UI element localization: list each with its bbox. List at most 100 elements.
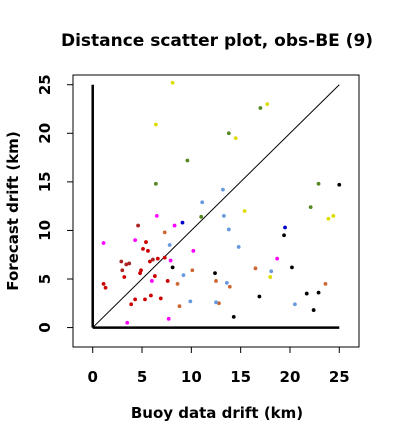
data-point: [138, 271, 142, 276]
data-point: [233, 136, 238, 141]
data-point: [153, 122, 158, 127]
data-point: [120, 268, 125, 273]
data-point: [144, 240, 148, 244]
data-point: [224, 280, 229, 285]
data-point: [269, 269, 274, 274]
x-tick-label: 25: [329, 368, 350, 386]
data-point: [185, 158, 190, 163]
data-point: [326, 216, 331, 221]
data-point: [153, 181, 158, 186]
data-point: [268, 275, 273, 279]
data-point: [177, 304, 182, 309]
y-tick-label: 10: [36, 220, 54, 241]
data-point: [133, 238, 138, 243]
data-point: [282, 233, 286, 238]
data-point: [170, 80, 175, 85]
x-axis-ticks: 0 5 10 15 20 25: [88, 347, 350, 386]
data-point: [257, 294, 262, 299]
data-point: [316, 181, 321, 186]
data-point: [149, 293, 153, 298]
data-point: [213, 271, 217, 276]
data-point: [101, 281, 106, 286]
data-point: [253, 266, 258, 271]
y-tick-label: 20: [36, 123, 54, 144]
y-axis-ticks: 0 5 10 15 20 25: [36, 74, 73, 333]
data-point: [149, 279, 154, 283]
data-point: [283, 225, 287, 230]
data-point: [148, 259, 152, 264]
data-point: [162, 230, 167, 235]
data-point: [236, 245, 241, 249]
data-point: [167, 243, 172, 247]
data-point: [191, 248, 196, 253]
x-tick-label: 0: [88, 368, 98, 386]
data-point: [331, 213, 336, 218]
data-point: [141, 246, 145, 251]
data-point: [124, 262, 129, 267]
data-point: [162, 255, 167, 260]
data-point: [154, 213, 159, 218]
data-point: [166, 316, 171, 321]
data-point: [122, 275, 127, 279]
data-point: [170, 265, 175, 270]
data-point: [199, 214, 204, 219]
x-tick-label: 15: [230, 368, 251, 386]
x-tick-label: 20: [280, 368, 301, 386]
data-point: [323, 281, 328, 286]
data-point: [125, 320, 130, 325]
data-point: [133, 297, 138, 302]
data-point: [290, 265, 294, 270]
data-point: [152, 274, 157, 278]
data-point: [129, 302, 134, 307]
data-point: [190, 268, 195, 273]
data-point: [175, 281, 180, 286]
data-point: [155, 256, 160, 261]
data-point: [181, 273, 186, 278]
data-point: [226, 227, 231, 232]
data-point: [119, 259, 124, 264]
data-point: [214, 279, 218, 283]
y-tick-label: 5: [36, 274, 54, 284]
data-point: [226, 131, 231, 136]
data-point: [127, 261, 132, 266]
data-point: [172, 223, 177, 228]
data-point: [165, 279, 170, 283]
chart-title: Distance scatter plot, obs-BE (9): [61, 31, 373, 51]
data-point: [200, 200, 205, 205]
data-point: [311, 308, 316, 312]
y-tick-label: 0: [36, 322, 54, 332]
data-point: [221, 213, 226, 218]
data-point: [217, 301, 221, 306]
data-point: [168, 258, 173, 263]
data-point: [265, 102, 270, 107]
data-point: [308, 205, 313, 210]
data-point: [316, 290, 321, 295]
data-point: [214, 300, 218, 305]
x-tick-label: 5: [137, 368, 147, 386]
data-point: [258, 106, 263, 110]
data-point: [221, 187, 225, 192]
data-point: [188, 299, 193, 304]
data-point: [231, 314, 236, 319]
data-point: [242, 209, 247, 213]
y-tick-label: 15: [36, 171, 54, 192]
data-points: [101, 80, 342, 325]
data-point: [337, 182, 342, 187]
data-point: [139, 268, 143, 273]
data-point: [150, 257, 155, 262]
x-tick-label: 10: [181, 368, 202, 386]
diagonal-reference-line: [92, 84, 340, 328]
data-point: [136, 223, 140, 228]
data-point: [103, 285, 108, 290]
data-point: [158, 296, 163, 301]
data-point: [101, 241, 106, 245]
data-point: [146, 248, 150, 253]
data-point: [180, 220, 185, 225]
data-point: [275, 256, 280, 261]
data-point: [304, 291, 309, 296]
x-axis-title: Buoy data drift (km): [131, 404, 303, 422]
data-point: [292, 302, 297, 307]
y-axis-title: Forecast drift (km): [4, 131, 22, 290]
reference-axes: [91, 84, 340, 329]
